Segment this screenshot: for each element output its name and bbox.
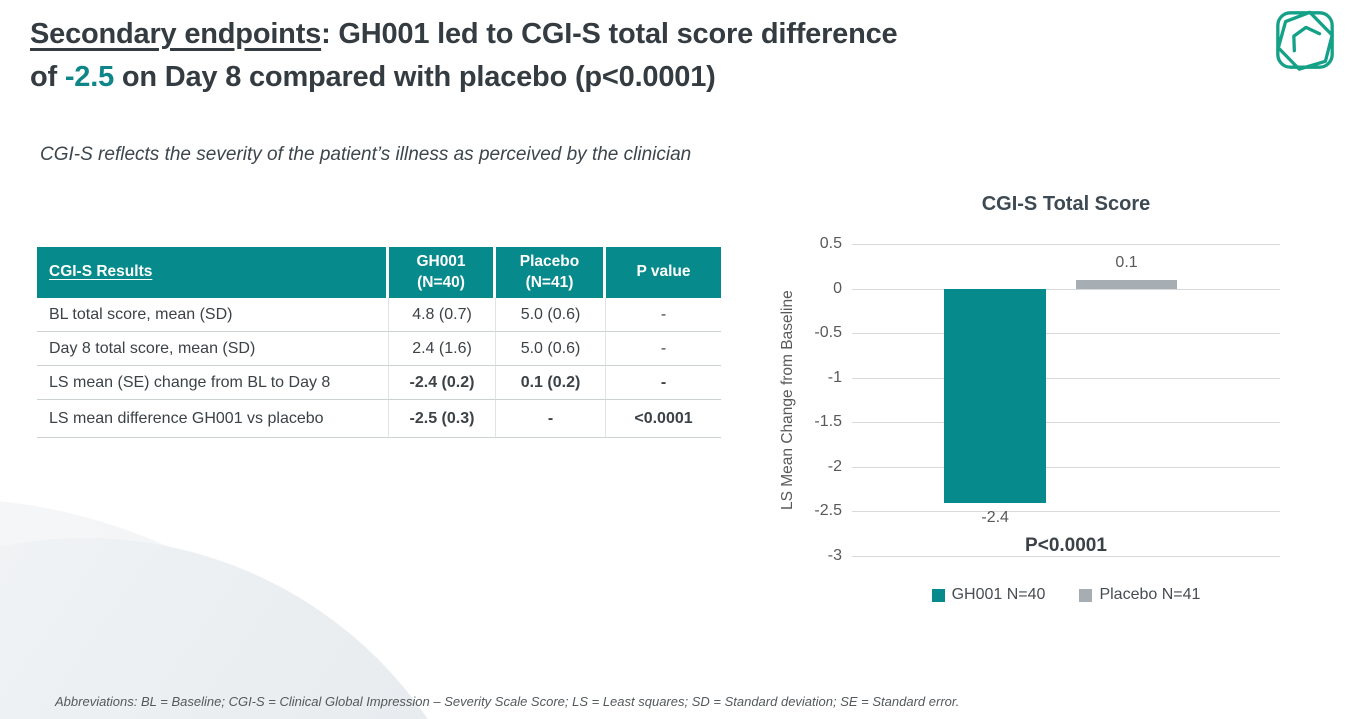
page-title-underlined-text: Secondary endpoints <box>30 18 322 50</box>
legend-label-gh001: GH001 N=40 <box>951 586 1046 603</box>
table-header-placebo: Placebo (N=41) <box>496 247 606 298</box>
gridline <box>852 422 1280 424</box>
chart-legend: GH001 N=40 Placebo N=41 <box>852 586 1280 604</box>
bar-placebo <box>1075 279 1178 289</box>
y-tick-label: -3 <box>827 547 842 564</box>
page-title-line1-rest: : GH001 led to CGI-S total score differe… <box>321 18 898 50</box>
bar-label-placebo: 0.1 <box>1115 253 1138 271</box>
cell-pvalue: - <box>606 366 721 400</box>
cell-gh001: 4.8 (0.7) <box>389 298 496 332</box>
cgis-total-score-chart: CGI-S Total Score LS Mean Change from Ba… <box>770 190 1292 618</box>
y-tick-label: -1 <box>827 368 842 386</box>
gridline <box>852 288 1280 290</box>
y-tick-label: 0 <box>833 279 842 297</box>
table-row: Day 8 total score, mean (SD) 2.4 (1.6) 5… <box>37 332 721 366</box>
gridline <box>852 244 1280 245</box>
subtitle: CGI-S reflects the severity of the patie… <box>40 144 692 165</box>
gridline <box>852 511 1280 513</box>
cell-gh001: -2.4 (0.2) <box>389 366 496 400</box>
pvalue-annotation: P<0.0001 <box>1025 535 1107 556</box>
row-label: LS mean (SE) change from BL to Day 8 <box>37 366 389 400</box>
table-row: BL total score, mean (SD) 4.8 (0.7) 5.0 … <box>37 298 721 332</box>
cell-gh001: 2.4 (1.6) <box>389 332 496 366</box>
y-axis-ticks: 0.5 0 -0.5 -1 -1.5 -2 -2.5 -3 <box>770 235 842 564</box>
row-label: Day 8 total score, mean (SD) <box>37 332 389 366</box>
legend-item-gh001: GH001 N=40 <box>931 586 1046 604</box>
y-tick-label: -0.5 <box>814 324 842 342</box>
chart-title: CGI-S Total Score <box>981 193 1151 215</box>
plot-area: -2.4 0.1 P<0.0001 <box>852 244 1280 557</box>
page-title-line2: of -2.5 on Day 8 compared with placebo (… <box>30 56 1210 99</box>
cell-placebo: 5.0 (0.6) <box>496 298 606 332</box>
cell-pvalue: <0.0001 <box>606 400 721 438</box>
gridline <box>852 377 1280 379</box>
legend-label-placebo: Placebo N=41 <box>1099 586 1201 603</box>
table-header-gh001: GH001 (N=40) <box>389 247 496 298</box>
table-header-pvalue: P value <box>606 247 721 298</box>
bar-label-gh001: -2.4 <box>981 508 1009 526</box>
row-label: LS mean difference GH001 vs placebo <box>37 400 389 438</box>
legend-item-placebo: Placebo N=41 <box>1079 586 1200 604</box>
y-tick-label: -2.5 <box>814 502 842 520</box>
gridline <box>852 466 1280 468</box>
cell-pvalue: - <box>606 332 721 366</box>
legend-swatch-placebo <box>1079 588 1093 602</box>
cell-pvalue: - <box>606 298 721 332</box>
table-row: LS mean difference GH001 vs placebo -2.5… <box>37 400 721 438</box>
y-tick-label: 0.5 <box>819 235 842 252</box>
bar-gh001 <box>944 288 1046 503</box>
cell-gh001: -2.5 (0.3) <box>389 400 496 438</box>
page-title-line2-pre: of <box>30 61 65 93</box>
cell-placebo: 5.0 (0.6) <box>496 332 606 366</box>
cell-placebo: - <box>496 400 606 438</box>
row-label: BL total score, mean (SD) <box>37 298 389 332</box>
page-title: Secondary endpoints: GH001 led to CGI-S … <box>30 13 1210 99</box>
y-tick-label: -2 <box>827 457 842 475</box>
page-title-line1: Secondary endpoints: GH001 led to CGI-S … <box>30 13 1210 56</box>
abbreviations-footnote: Abbreviations: BL = Baseline; CGI-S = Cl… <box>55 694 960 709</box>
page-title-line2-rest: on Day 8 compared with placebo (p<0.0001… <box>114 61 716 93</box>
legend-swatch-gh001 <box>931 588 945 602</box>
y-tick-label: -1.5 <box>814 413 842 431</box>
table-header-row: CGI-S Results GH001 (N=40) Placebo (N=41… <box>37 247 721 298</box>
table-row: LS mean (SE) change from BL to Day 8 -2.… <box>37 366 721 400</box>
table-header-results: CGI-S Results <box>37 247 389 298</box>
gridline <box>852 556 1280 557</box>
page-title-highlight: -2.5 <box>64 61 115 93</box>
cgis-results-table: CGI-S Results GH001 (N=40) Placebo (N=41… <box>37 247 721 438</box>
gridline <box>852 333 1280 335</box>
cell-placebo: 0.1 (0.2) <box>496 366 606 400</box>
gh-research-logo-icon <box>1276 10 1334 71</box>
